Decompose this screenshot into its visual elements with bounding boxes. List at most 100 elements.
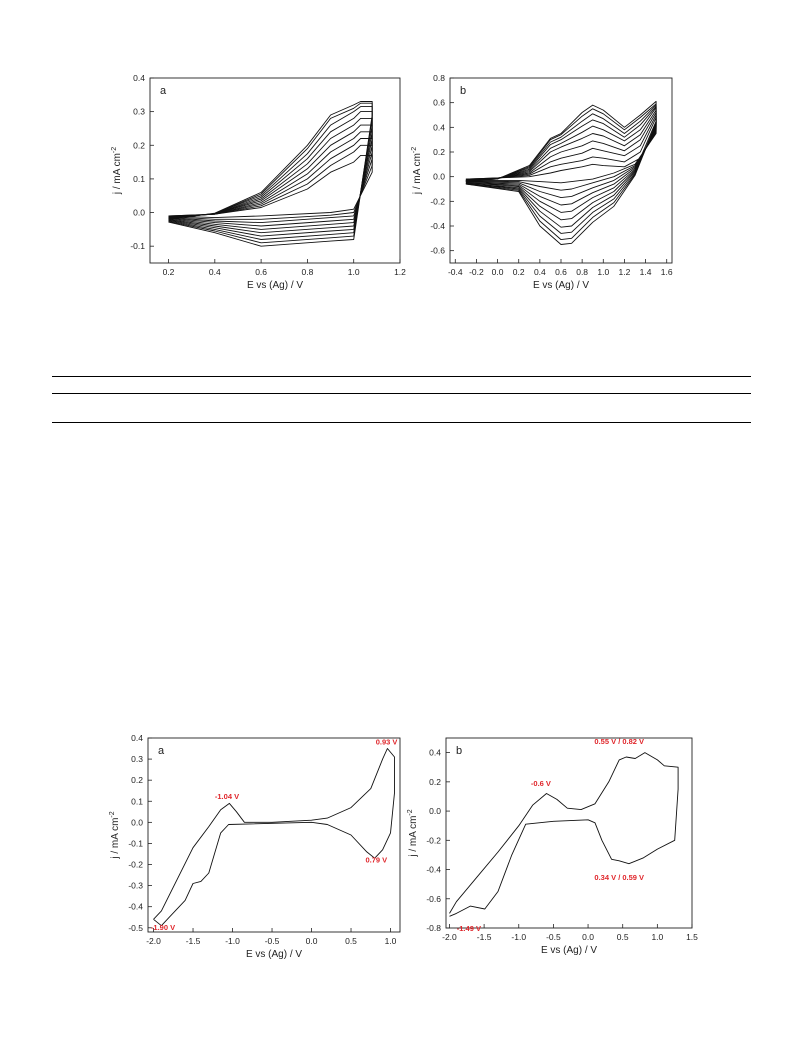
svg-text:j / mA cm-2: j / mA cm-2	[411, 147, 423, 195]
table-header-rule	[52, 393, 751, 394]
plot-frame	[445, 737, 693, 929]
y-tick-label: 0.0	[433, 172, 445, 182]
series-line-1	[449, 752, 679, 917]
svg-text:j / mA cm-2: j / mA cm-2	[111, 147, 123, 195]
y-axis-label-text: j / mA cm	[408, 816, 419, 858]
peak-annotation: -1.49 V	[457, 924, 481, 933]
series-line-9	[168, 102, 373, 244]
y-tick-label: 0.1	[131, 796, 143, 806]
y-tick-label: 0.0	[133, 208, 145, 218]
y-tick-label: -0.2	[128, 860, 143, 870]
svg-text:j / mA cm-2: j / mA cm-2	[109, 811, 121, 859]
plot-frame	[147, 737, 401, 933]
chart-svg: -0.4 -0.2 0.0 0.2 0.4 0.6 0.8 1.0 1.2 1.4 1.6 -0.6 -…	[411, 73, 673, 291]
peak-annotation: 0.34 V / 0.59 V	[594, 873, 644, 882]
x-tick-label: 0.5	[345, 936, 357, 946]
series-line-7	[465, 105, 657, 228]
y-tick-label: 0.8	[433, 73, 445, 83]
y-tick-label: -0.2	[430, 196, 445, 206]
x-tick-label: 0.4	[209, 267, 221, 277]
x-axis-label: E vs (Ag) / V	[533, 280, 589, 291]
series-line-5	[168, 124, 373, 230]
y-tick-label: 0.4	[131, 733, 143, 743]
y-axis-label-exponent: -2	[407, 809, 414, 815]
y-tick-label: -0.1	[128, 838, 143, 848]
y-tick-label: -0.1	[130, 241, 145, 251]
x-tick-label: 1.0	[385, 936, 397, 946]
x-tick-label: 0.0	[306, 936, 318, 946]
x-tick-label: -0.5	[546, 932, 561, 942]
x-tick-label: -1.0	[225, 936, 240, 946]
chart-top-b: -0.4 -0.2 0.0 0.2 0.4 0.6 0.8 1.0 1.2 1.4 1.6 -0.6 -…	[400, 60, 700, 305]
series-line-1	[465, 120, 657, 184]
y-tick-label: -0.4	[426, 865, 441, 875]
panel-label: b	[460, 85, 466, 97]
series-line-10	[465, 100, 657, 245]
chart-bottom-b: -2.0 -1.5 -1.0 -0.5 0.0 0.5 1.0 1.5 -0.8 -0.6 -0.4…	[400, 725, 710, 965]
y-axis-label: j / mA cm-2	[407, 809, 419, 857]
x-tick-label: -1.0	[511, 932, 526, 942]
y-axis-label-text: j / mA cm	[110, 818, 121, 860]
y-axis-label-exponent: -2	[111, 147, 118, 153]
x-tick-label: -2.0	[146, 936, 161, 946]
y-tick-label: -0.6	[426, 894, 441, 904]
peak-annotation: 0.79 V	[365, 855, 387, 864]
series-line-4	[168, 131, 373, 227]
series-line-3	[168, 138, 373, 224]
x-tick-label: 1.4	[640, 267, 652, 277]
x-tick-label: 1.0	[651, 932, 663, 942]
series-line-9	[465, 103, 657, 241]
y-tick-label: 0.0	[131, 817, 143, 827]
peak-annotation: -1.04 V	[215, 792, 239, 801]
series-line-7	[168, 111, 373, 237]
chart-svg: -2.0 -1.5 -1.0 -0.5 0.0 0.5 1.0 -0.5 -0.4 -0.3 -0.…	[109, 733, 401, 960]
plot-frame	[149, 77, 401, 264]
panel-label: b	[456, 745, 462, 757]
x-tick-label: 1.5	[686, 932, 698, 942]
x-tick-label: 1.0	[348, 267, 360, 277]
y-axis-label: j / mA cm-2	[411, 147, 423, 195]
x-tick-label: -2.0	[442, 932, 457, 942]
series-line-1	[168, 154, 373, 219]
y-tick-label: -0.6	[430, 246, 445, 256]
x-tick-label: 1.6	[661, 267, 673, 277]
series-line-6	[465, 107, 657, 221]
chart-top-a: 0.2 0.4 0.6 0.8 1.0 1.2 -0.1 0.0 0.1 0.2 0.3 0.4 a E …	[100, 60, 420, 305]
y-tick-label: 0.1	[133, 174, 145, 184]
peak-annotation: -1.90 V	[151, 923, 175, 932]
x-axis-label: E vs (Ag) / V	[246, 949, 302, 960]
series-line-6	[168, 117, 373, 234]
y-tick-label: 0.3	[133, 107, 145, 117]
x-tick-label: 0.8	[301, 267, 313, 277]
panel-label: a	[160, 85, 167, 97]
x-tick-label: 1.0	[597, 267, 609, 277]
peak-annotation: -0.6 V	[531, 779, 551, 788]
y-axis-label-exponent: -2	[411, 147, 418, 153]
y-tick-label: 0.2	[131, 775, 143, 785]
y-tick-label: -0.2	[426, 835, 441, 845]
y-tick-label: 0.2	[429, 777, 441, 787]
series-line-5	[465, 109, 657, 213]
table-bottom-rule	[52, 422, 751, 423]
y-tick-label: -0.8	[426, 923, 441, 933]
y-tick-label: -0.4	[128, 902, 143, 912]
x-tick-label: 0.0	[492, 267, 504, 277]
x-tick-label: -0.5	[265, 936, 280, 946]
series-line-3	[465, 114, 657, 199]
series-line-8	[465, 104, 657, 234]
x-tick-label: 0.6	[255, 267, 267, 277]
x-tick-label: 1.2	[394, 267, 406, 277]
series-line-2	[465, 117, 657, 191]
x-tick-label: -0.4	[448, 267, 463, 277]
x-axis-label: E vs (Ag) / V	[541, 945, 597, 956]
y-axis-label: j / mA cm-2	[111, 147, 123, 195]
y-tick-label: 0.4	[433, 122, 445, 132]
y-tick-label: 0.2	[133, 140, 145, 150]
y-tick-label: -0.5	[128, 923, 143, 933]
peak-annotation: 0.93 V	[376, 737, 398, 746]
x-tick-label: 1.2	[619, 267, 631, 277]
x-tick-label: 0.2	[163, 267, 175, 277]
x-tick-label: 0.0	[582, 932, 594, 942]
panel-label: a	[158, 745, 165, 757]
series-line-1	[153, 748, 395, 927]
